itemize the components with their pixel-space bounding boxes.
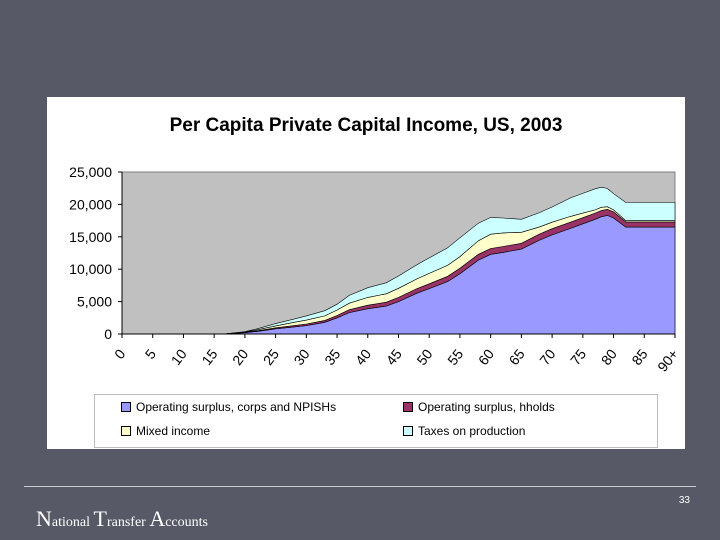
y-tick-label: 20,000: [69, 196, 112, 212]
x-tick-label: 60: [475, 346, 497, 368]
x-tick-label: 75: [567, 346, 589, 368]
x-tick-label: 55: [444, 346, 466, 368]
legend-swatch-taxes: [403, 426, 413, 436]
x-tick-label: 85: [628, 346, 650, 368]
x-tick-label: 90+: [654, 346, 681, 375]
x-tick-label: 10: [168, 346, 190, 368]
x-tick-label: 40: [352, 346, 374, 368]
y-tick-label: 10,000: [69, 261, 112, 277]
x-tick-label: 70: [536, 346, 558, 368]
legend-swatch-corps: [121, 402, 131, 412]
area-series-3: [122, 186, 676, 335]
chart-title: Per Capita Private Capital Income, US, 2…: [170, 115, 563, 136]
x-tick-label: 65: [506, 346, 528, 368]
x-tick-label: 25: [260, 346, 282, 368]
legend-label-mixed: Mixed income: [136, 424, 211, 438]
brand-word-accounts: ccounts: [165, 515, 208, 530]
y-tick-label: 25,000: [69, 164, 112, 180]
x-tick-label: 50: [413, 346, 435, 368]
area-series-group: [122, 186, 676, 335]
brand-initial-t: T: [93, 506, 107, 531]
chart-svg: Per Capita Private Capital Income, US, 2…: [69, 115, 681, 375]
legend-item-corps: Operating surplus, corps and NPISHs: [121, 400, 336, 414]
x-tick-label: 0: [111, 346, 129, 362]
x-tick-label: 45: [383, 346, 405, 368]
x-tick-label: 35: [321, 346, 343, 368]
x-tick-label: 30: [290, 346, 312, 368]
legend: Operating surplus, corps and NPISHs Oper…: [94, 394, 658, 448]
legend-item-taxes: Taxes on production: [403, 424, 525, 438]
brand-initial-a: A: [149, 506, 166, 531]
brand-initial-n: N: [36, 506, 52, 531]
chart-panel: Per Capita Private Capital Income, US, 2…: [47, 97, 685, 449]
legend-label-hholds: Operating surplus, hholds: [418, 400, 555, 414]
brand-word-transfer: ransfer: [106, 515, 150, 530]
y-tick-label: 15,000: [69, 229, 112, 245]
brand-word-national: ational: [51, 515, 94, 530]
legend-swatch-hholds: [403, 402, 413, 412]
x-axis: 0 5 10 15 20 25 30 35 40 45 50 55 60 65 70 75 80 85 90+: [111, 333, 681, 375]
x-tick-label: 15: [198, 346, 220, 368]
y-tick-label: 5,000: [77, 294, 112, 310]
footer-brand: National Transfer Accounts: [36, 506, 208, 532]
legend-label-corps: Operating surplus, corps and NPISHs: [136, 400, 337, 414]
y-axis: 0 5,000 10,000 15,000 20,000 25,000: [69, 164, 123, 342]
y-tick-label: 0: [104, 326, 112, 342]
page-number: 33: [678, 495, 690, 506]
legend-item-mixed: Mixed income: [121, 424, 210, 438]
legend-swatch-mixed: [121, 426, 131, 436]
x-tick-label: 80: [598, 346, 620, 368]
legend-label-taxes: Taxes on production: [418, 424, 526, 438]
legend-item-hholds: Operating surplus, hholds: [403, 400, 555, 414]
footer-divider: [24, 486, 696, 487]
x-tick-label: 20: [229, 346, 251, 368]
x-tick-label: 5: [142, 346, 160, 362]
